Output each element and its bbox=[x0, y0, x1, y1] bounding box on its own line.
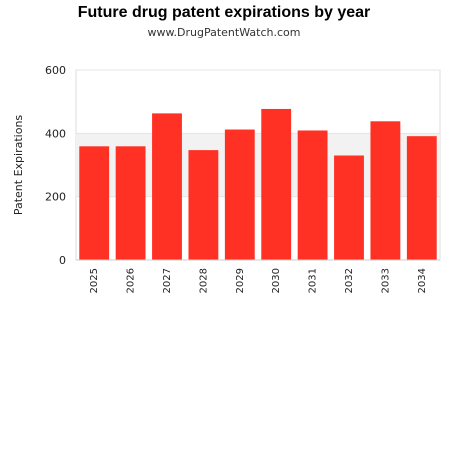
bars-group bbox=[79, 108, 437, 260]
x-tick-label: 2031 bbox=[308, 268, 319, 293]
x-tick-label: 2034 bbox=[417, 268, 428, 293]
bar-2030 bbox=[261, 108, 292, 260]
x-tick-label: 2033 bbox=[380, 268, 391, 293]
chart-subtitle: www.DrugPatentWatch.com bbox=[148, 26, 301, 39]
bar-2033 bbox=[370, 121, 401, 260]
y-tick-label: 600 bbox=[45, 64, 66, 77]
x-tick-label: 2028 bbox=[198, 268, 209, 293]
x-tick-label: 2025 bbox=[89, 268, 100, 293]
x-axis: 2025 2026 2027 2028 2029 2030 2031 2032 2033 2034 bbox=[76, 259, 440, 293]
bar-2027 bbox=[152, 113, 182, 260]
bar-2025 bbox=[79, 146, 110, 260]
x-tick-label: 2029 bbox=[235, 268, 246, 293]
x-tick-label: 2030 bbox=[271, 268, 282, 293]
bar-2026 bbox=[115, 146, 146, 260]
x-tick-label: 2027 bbox=[162, 268, 173, 293]
y-axis-label: Patent Expirations bbox=[12, 115, 25, 216]
bar-2029 bbox=[224, 129, 255, 260]
y-tick-label: 400 bbox=[45, 127, 66, 140]
x-tick-label: 2026 bbox=[126, 268, 137, 293]
bar-2028 bbox=[188, 150, 219, 260]
y-axis: 0 200 400 600 bbox=[45, 64, 66, 267]
bar-2031 bbox=[297, 130, 328, 260]
bar-2034 bbox=[406, 136, 437, 260]
y-tick-label: 0 bbox=[59, 254, 66, 267]
chart-title: Future drug patent expirations by year bbox=[78, 4, 371, 21]
x-tick-label: 2032 bbox=[344, 268, 355, 293]
y-tick-label: 200 bbox=[45, 191, 66, 204]
bar-2032 bbox=[334, 155, 364, 260]
